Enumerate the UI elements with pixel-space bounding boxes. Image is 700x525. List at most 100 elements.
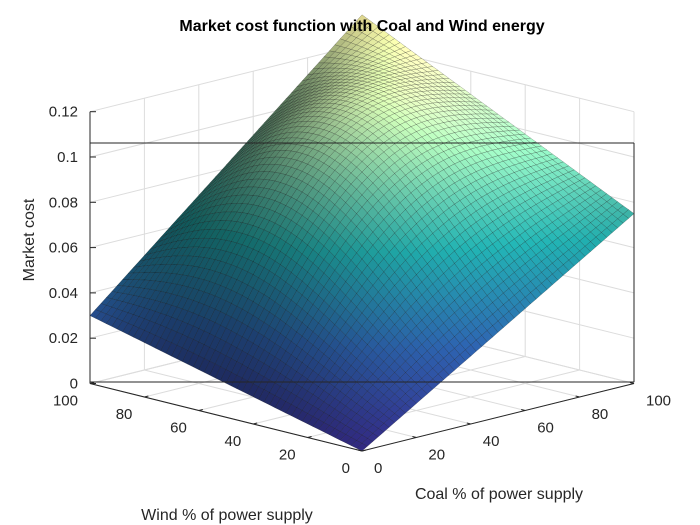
surface-patch (279, 127, 292, 135)
surface-patch (252, 277, 265, 292)
surface-patch (160, 242, 173, 252)
surface-patch (247, 343, 259, 358)
surface-patch (291, 290, 303, 305)
surface-patch (291, 395, 303, 408)
surface-patch (378, 161, 390, 173)
surface-patch (378, 311, 390, 325)
surface-patch (459, 253, 472, 267)
surface-patch (247, 171, 260, 180)
surface-patch (263, 123, 276, 132)
surface-patch (470, 162, 483, 172)
surface-patch (138, 297, 151, 309)
surface-patch (421, 225, 433, 239)
surface-patch (329, 386, 341, 399)
surface-patch (280, 113, 292, 121)
surface-patch (378, 298, 390, 312)
surface-patch (132, 259, 145, 268)
surface-patch (252, 178, 265, 188)
surface-patch (291, 304, 303, 319)
surface-patch (345, 68, 358, 74)
surface-patch (247, 178, 259, 188)
surface-patch (214, 366, 227, 381)
surface-patch (334, 209, 346, 223)
x-tick-label: 40 (483, 433, 500, 450)
surface-patch (285, 150, 298, 160)
surface-patch (133, 265, 145, 274)
surface-patch (247, 186, 259, 196)
surface-patch (307, 73, 320, 81)
surface-patch (475, 118, 488, 124)
surface-patch (242, 136, 254, 148)
surface-patch (280, 268, 292, 283)
surface-patch (176, 225, 189, 236)
surface-patch (378, 383, 390, 395)
surface-patch (247, 356, 259, 371)
surface-patch (470, 210, 482, 223)
z-tick-label: 0 (70, 376, 78, 393)
surface-patch (377, 112, 390, 120)
surface-patch (448, 324, 461, 337)
surface-patch (247, 315, 259, 330)
surface-patch (263, 116, 276, 126)
y-tick-label: 0 (342, 460, 350, 477)
surface-patch (214, 196, 227, 207)
surface-patch (350, 440, 363, 449)
surface-patch (345, 437, 357, 446)
surface-patch (475, 113, 488, 119)
surface-patch (378, 151, 390, 163)
surface-patch (116, 285, 129, 294)
surface-patch (334, 46, 347, 54)
surface-patch (247, 329, 259, 344)
surface-patch (291, 178, 303, 190)
surface-patch (318, 86, 330, 92)
surface-patch (100, 305, 113, 315)
surface-patch (220, 274, 232, 289)
surface-patch (285, 367, 297, 381)
surface-patch (378, 324, 390, 338)
surface-patch (242, 380, 254, 395)
surface-patch (285, 404, 297, 417)
surface-patch (378, 258, 390, 273)
surface-patch (329, 324, 341, 339)
surface-patch (377, 95, 390, 102)
surface-patch (328, 95, 341, 100)
surface-patch (470, 180, 483, 191)
surface-patch (475, 168, 488, 179)
surface-patch (377, 83, 390, 88)
surface-patch (421, 288, 433, 303)
surface-patch (133, 272, 145, 281)
surface-patch (280, 401, 292, 414)
surface-patch (149, 264, 162, 273)
surface-patch (426, 156, 439, 167)
surface-patch (279, 132, 292, 140)
surface-patch (334, 316, 346, 331)
surface-patch (290, 131, 303, 139)
surface-patch (334, 88, 347, 93)
surface-patch (421, 114, 434, 121)
surface-patch (378, 231, 390, 246)
surface-patch (307, 93, 319, 100)
surface-patch (263, 113, 276, 124)
surface-patch (193, 355, 205, 370)
surface-patch (220, 220, 232, 231)
surface-patch (427, 270, 439, 285)
surface-patch (182, 275, 194, 288)
surface-patch (307, 84, 319, 91)
surface-patch (220, 251, 232, 264)
z-tick-label: 0.12 (49, 104, 78, 121)
tick-layer: 00.020.040.060.080.10.120204060801000204… (49, 104, 671, 477)
surface-patch (470, 233, 482, 246)
surface-patch (263, 392, 276, 406)
surface-patch (290, 126, 303, 133)
surface-patch (334, 185, 346, 198)
surface-patch (334, 121, 347, 130)
surface-patch (220, 300, 232, 315)
surface-patch (280, 96, 292, 106)
surface-patch (291, 331, 303, 346)
surface-patch (318, 390, 330, 403)
surface-patch (122, 279, 134, 287)
surface-patch (361, 356, 374, 370)
surface-patch (470, 256, 482, 270)
surface-patch (448, 154, 461, 165)
